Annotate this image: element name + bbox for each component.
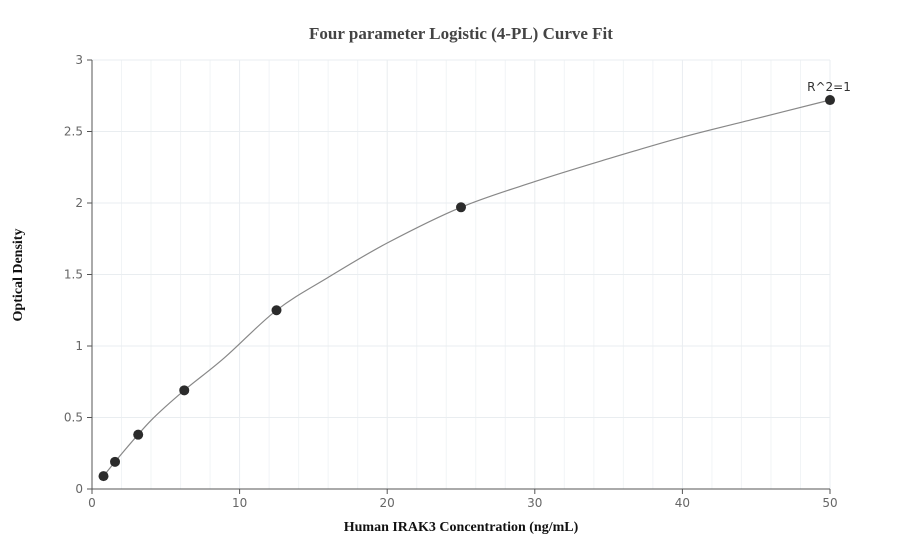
data-point [271, 305, 282, 316]
data-point [179, 385, 190, 396]
axes [87, 59, 831, 494]
chart-title: Four parameter Logistic (4-PL) Curve Fit [309, 24, 613, 43]
x-tick-label: 0 [88, 496, 96, 510]
x-tick-label: 50 [822, 496, 837, 510]
x-tick-labels: 0 10 20 30 40 50 [88, 496, 837, 510]
y-tick-label: 1 [75, 339, 83, 353]
x-tick-label: 20 [380, 496, 395, 510]
data-points [98, 95, 835, 482]
data-point [825, 95, 835, 106]
y-tick-label: 2.5 [64, 125, 83, 139]
y-tick-label: 3 [75, 53, 83, 67]
data-point [456, 202, 466, 213]
r-squared-annotation: R^2=1 [807, 80, 851, 94]
y-axis-title: Optical Density [11, 229, 26, 322]
x-axis-title: Human IRAK3 Concentration (ng/mL) [344, 520, 579, 535]
x-tick-label: 30 [527, 496, 542, 510]
y-tick-label: 0.5 [64, 411, 83, 425]
data-point [110, 456, 121, 467]
fit-curve-layer [103, 99, 831, 477]
x-tick-label: 40 [675, 496, 690, 510]
fit-curve [103, 99, 831, 477]
y-tick-label: 1.5 [64, 268, 83, 282]
y-tick-label: 2 [75, 196, 83, 210]
data-point [98, 471, 109, 482]
data-point [133, 429, 144, 440]
y-tick-labels: 0 0.5 1 1.5 2 2.5 3 [64, 53, 83, 496]
x-tick-label: 10 [232, 496, 247, 510]
grid [92, 59, 831, 489]
y-tick-label: 0 [75, 482, 83, 496]
